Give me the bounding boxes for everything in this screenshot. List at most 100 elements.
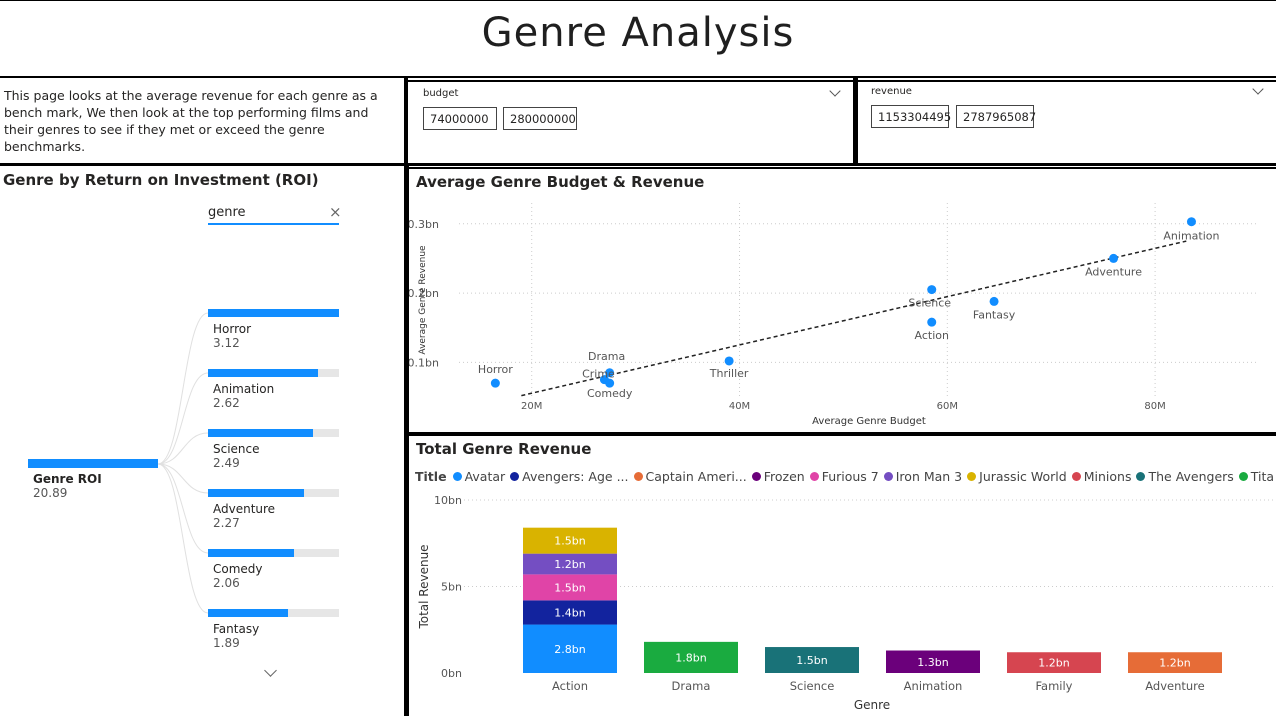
divider	[858, 80, 1276, 82]
decomp-item-value: 2.62	[213, 396, 240, 410]
legend-item[interactable]: Avengers: Age ...	[510, 469, 629, 484]
point-label: Comedy	[587, 387, 633, 400]
chevron-down-icon[interactable]	[1252, 83, 1264, 95]
legend-label: Titanic	[1250, 469, 1275, 484]
chevron-down-icon[interactable]	[829, 85, 841, 97]
scatter-point[interactable]	[1109, 253, 1119, 263]
bar-data-label: 1.3bn	[917, 656, 948, 669]
bar-segment[interactable]	[765, 647, 859, 673]
revenue-max-input[interactable]: 2787965087	[956, 105, 1036, 128]
decomp-item-value: 3.12	[213, 336, 240, 350]
divider	[404, 78, 408, 165]
decomp-item-value: 1.89	[213, 636, 240, 650]
point-label: Adventure	[1085, 265, 1142, 278]
decomp-bar-horror[interactable]	[208, 309, 339, 317]
budget-slicer-label: budget	[423, 88, 459, 99]
bar-segment[interactable]	[523, 600, 617, 625]
decomp-root-bar[interactable]	[28, 459, 158, 468]
decomp-item-value: 2.49	[213, 456, 240, 470]
decomp-filter-label: genre	[208, 205, 246, 220]
scatter-point[interactable]	[605, 378, 615, 388]
x-tick-label: 80M	[1144, 401, 1165, 412]
legend-marker-icon	[510, 472, 520, 481]
divider	[0, 165, 1276, 166]
bar-chart: 0bn 5bn 10bn Total Revenue 2.8bn 1.4bn 1.5bn 1.…	[417, 494, 1276, 712]
y-tick-label: 10bn	[434, 494, 462, 507]
divider	[0, 76, 1276, 78]
bar-segment[interactable]	[1007, 652, 1101, 673]
legend-label: Avengers: Age ...	[522, 469, 629, 484]
bar-data-label: 1.2bn	[1159, 657, 1190, 670]
x-tick-label: Action	[552, 679, 588, 693]
revenue-slicer: revenue 1153304495 2787965087	[858, 82, 1276, 162]
bar-data-label: 1.5bn	[554, 535, 585, 548]
point-label: Fantasy	[973, 308, 1016, 321]
bar-segment[interactable]	[523, 624, 617, 673]
x-tick-label: Science	[790, 679, 835, 693]
x-tick-label: 20M	[521, 401, 542, 412]
decomp-bar-adventure[interactable]	[208, 489, 304, 497]
legend-item[interactable]: Iron Man 3	[883, 469, 962, 484]
scatter-point[interactable]	[490, 378, 500, 388]
scatter-point[interactable]	[989, 296, 999, 306]
legend-item[interactable]: Furious 7	[809, 469, 879, 484]
legend-item[interactable]: Frozen	[751, 469, 805, 484]
scatter-point[interactable]	[724, 356, 734, 366]
bar-segment[interactable]	[886, 650, 980, 673]
bar-legend: Title Avatar Avengers: Age ... Captain Amer…	[415, 469, 1275, 487]
legend-label: Jurassic World	[979, 469, 1067, 484]
decomp-item-label: Animation	[213, 382, 275, 396]
legend-label: Furious 7	[821, 469, 879, 484]
decomp-bar-animation[interactable]	[208, 369, 318, 377]
legend-item[interactable]: Minions	[1071, 469, 1132, 484]
bar-segment[interactable]	[523, 527, 617, 554]
legend-item[interactable]: Avatar	[452, 469, 505, 484]
legend-item[interactable]: Jurassic World	[967, 469, 1067, 484]
scatter-point[interactable]	[605, 368, 615, 378]
point-label: Animation	[1163, 230, 1219, 243]
x-tick-label: Adventure	[1145, 679, 1204, 693]
point-label: Thriller	[709, 367, 749, 380]
legend-label: Minions	[1083, 469, 1132, 484]
decomp-item-label: Fantasy	[213, 622, 260, 636]
y-axis-label: Average Genre Revenue	[418, 245, 428, 355]
scatter-point[interactable]	[927, 285, 937, 295]
divider	[0, 163, 1276, 165]
scatter-point[interactable]	[927, 317, 937, 327]
legend-marker-icon	[1238, 472, 1248, 481]
bar-segment[interactable]	[1128, 652, 1222, 673]
decomp-bar-science[interactable]	[208, 429, 313, 437]
legend-item[interactable]: Titanic	[1238, 469, 1275, 484]
revenue-slicer-label: revenue	[871, 86, 912, 97]
legend-item[interactable]: Captain Ameri...	[633, 469, 747, 484]
bar-data-label: 1.5bn	[796, 654, 827, 667]
divider	[0, 0, 1276, 1]
scatter-chart: 20M 40M 60M 80M 0.1bn 0.2bn 0.3bn Average Genre…	[409, 203, 1259, 427]
decomp-item-label: Comedy	[213, 562, 263, 576]
legend-title: Title	[415, 469, 447, 484]
scatter-point[interactable]	[1186, 217, 1196, 227]
legend-item[interactable]: The Avengers	[1136, 469, 1234, 484]
decomp-bar-comedy[interactable]	[208, 549, 294, 557]
trend-line	[521, 240, 1187, 397]
legend-marker-icon	[1136, 472, 1146, 481]
decomp-bar-fantasy[interactable]	[208, 609, 288, 617]
y-axis-label: Total Revenue	[417, 544, 431, 629]
bar-data-label: 1.2bn	[1038, 657, 1069, 670]
budget-min-input[interactable]: 74000000	[423, 107, 497, 130]
y-tick-label: 0.2bn	[409, 287, 439, 300]
bar-segment[interactable]	[523, 574, 617, 601]
bar-title: Total Genre Revenue	[416, 440, 592, 458]
point-label: Horror	[478, 363, 513, 376]
bar-segment[interactable]	[644, 641, 738, 673]
x-tick-label: Family	[1035, 679, 1072, 693]
legend-label: The Avengers	[1148, 469, 1234, 484]
decomp-title: Genre by Return on Investment (ROI)	[3, 171, 319, 189]
close-icon[interactable]: ×	[329, 203, 342, 221]
legend-marker-icon	[883, 472, 893, 481]
legend-marker-icon	[633, 472, 643, 481]
bar-segment[interactable]	[523, 553, 617, 575]
revenue-min-input[interactable]: 1153304495	[871, 105, 951, 128]
x-tick-label: Drama	[672, 679, 711, 693]
budget-max-input[interactable]: 280000000	[503, 107, 577, 130]
